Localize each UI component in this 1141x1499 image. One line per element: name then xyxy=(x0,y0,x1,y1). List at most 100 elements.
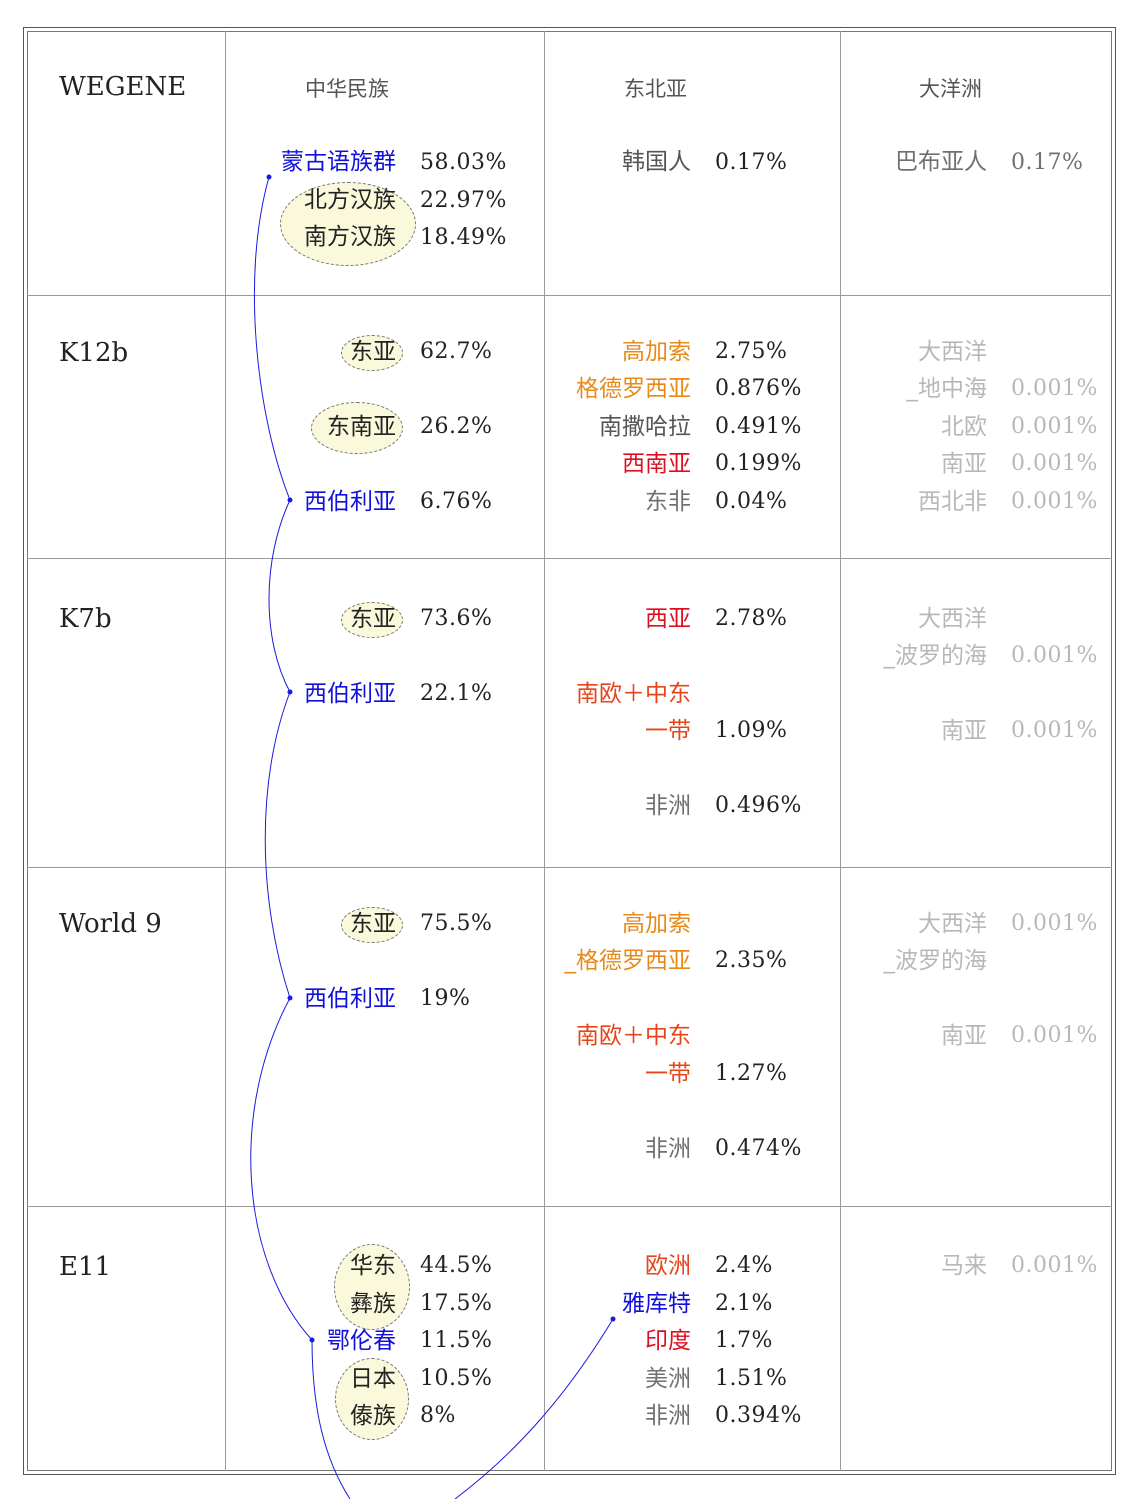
connector-dot xyxy=(266,174,272,180)
ancestry-value: 2.1% xyxy=(715,1291,773,1316)
highlight-bubble xyxy=(341,907,403,943)
ancestry-value: 0.001% xyxy=(1011,451,1098,476)
connector-curve xyxy=(454,1318,614,1499)
ancestry-value: 0.394% xyxy=(715,1403,802,1428)
row-header-wegene: WEGENE xyxy=(59,72,187,102)
ancestry-label: 傣族 xyxy=(350,1403,396,1429)
ancestry-label: 印度 xyxy=(645,1328,691,1354)
ancestry-value: 1.27% xyxy=(715,1061,788,1086)
ancestry-value: 0.001% xyxy=(1011,376,1098,401)
ancestry-value: 0.001% xyxy=(1011,911,1098,936)
ancestry-label: 西亚 xyxy=(645,606,691,632)
ancestry-value: 58.03% xyxy=(420,150,507,175)
row-header-k12b: K12b xyxy=(59,338,129,368)
ancestry-value: 1.51% xyxy=(715,1366,788,1391)
ancestry-value: 22.1% xyxy=(420,681,493,706)
ancestry-label: 西伯利亚 xyxy=(304,986,396,1012)
row-header-k7b: K7b xyxy=(59,604,112,634)
table-outer-border xyxy=(23,27,1116,1475)
ancestry-value: 0.001% xyxy=(1011,1253,1098,1278)
ancestry-label: 马来 xyxy=(941,1253,987,1279)
ancestry-label: 南亚 xyxy=(941,718,987,744)
connector-curve xyxy=(268,499,291,693)
ancestry-value: 6.76% xyxy=(420,489,493,514)
column-divider xyxy=(840,31,841,1471)
ancestry-label: 东亚 xyxy=(350,606,396,632)
ancestry-label: _地中海 xyxy=(906,376,988,402)
ancestry-value: 8% xyxy=(420,1403,456,1428)
ancestry-value: 75.5% xyxy=(420,911,493,936)
connector-curve xyxy=(253,176,291,501)
highlight-bubble xyxy=(341,602,403,638)
row-header-world9: World 9 xyxy=(59,909,162,939)
ancestry-label: 雅库特 xyxy=(622,1291,691,1317)
ancestry-label: 大西洋 xyxy=(918,339,987,365)
ancestry-label: 西南亚 xyxy=(622,451,691,477)
highlight-bubble xyxy=(335,1358,409,1440)
connector-dot xyxy=(287,689,293,695)
ancestry-label: 东南亚 xyxy=(327,414,396,440)
ancestry-value: 0.474% xyxy=(715,1136,802,1161)
ancestry-label: 东亚 xyxy=(350,339,396,365)
ancestry-label: 大西洋 xyxy=(918,911,987,937)
connector-curve xyxy=(311,1339,351,1499)
ancestry-label: 非洲 xyxy=(645,793,691,819)
ancestry-value: 10.5% xyxy=(420,1366,493,1391)
ancestry-label: 巴布亚人 xyxy=(895,149,987,175)
ancestry-value: 1.7% xyxy=(715,1328,773,1353)
connector-curve xyxy=(250,997,313,1341)
ancestry-label: 西北非 xyxy=(918,489,987,515)
ancestry-label: 非洲 xyxy=(645,1136,691,1162)
ancestry-label: 西伯利亚 xyxy=(304,681,396,707)
ancestry-label: 欧洲 xyxy=(645,1253,691,1279)
ancestry-value: 62.7% xyxy=(420,339,493,364)
row-divider xyxy=(27,295,1112,296)
column-divider xyxy=(225,31,226,1471)
ancestry-value: 11.5% xyxy=(420,1328,493,1353)
ancestry-value: 0.496% xyxy=(715,793,802,818)
ancestry-label: 格德罗西亚 xyxy=(576,376,691,402)
ancestry-value: 0.17% xyxy=(1011,150,1084,175)
ancestry-label: 南亚 xyxy=(941,1023,987,1049)
ancestry-value: 2.35% xyxy=(715,948,788,973)
ancestry-value: 0.001% xyxy=(1011,643,1098,668)
ancestry-label: 鄂伦春 xyxy=(327,1328,396,1354)
connector-dot xyxy=(287,497,293,503)
ancestry-value: 19% xyxy=(420,986,471,1011)
ancestry-label: 东亚 xyxy=(350,911,396,937)
ancestry-value: 0.876% xyxy=(715,376,802,401)
ancestry-value: 17.5% xyxy=(420,1291,493,1316)
table-inner-border xyxy=(27,31,1112,1471)
column-divider xyxy=(544,31,545,1471)
ancestry-label: 日本 xyxy=(350,1366,396,1392)
connector-dot xyxy=(610,1316,616,1322)
connector-dot xyxy=(309,1337,315,1343)
connector-dot xyxy=(287,995,293,1001)
ancestry-value: 0.491% xyxy=(715,414,802,439)
highlight-bubble xyxy=(341,335,403,371)
row-divider xyxy=(27,867,1112,868)
ancestry-label: 彝族 xyxy=(350,1291,396,1317)
ancestry-label: 北欧 xyxy=(941,414,987,440)
ancestry-value: 0.04% xyxy=(715,489,788,514)
ancestry-value: 0.001% xyxy=(1011,489,1098,514)
ancestry-label: 华东 xyxy=(350,1253,396,1279)
ancestry-value: 0.199% xyxy=(715,451,802,476)
ancestry-label: 南欧＋中东 xyxy=(576,1023,691,1049)
ancestry-label: 北方汉族 xyxy=(304,187,396,213)
ancestry-label: 非洲 xyxy=(645,1403,691,1429)
row-divider xyxy=(27,1206,1112,1207)
ancestry-label: 南欧＋中东 xyxy=(576,681,691,707)
ancestry-label: _波罗的海 xyxy=(883,948,988,974)
column-header-oceania: 大洋洲 xyxy=(919,77,982,101)
ancestry-label: 一带 xyxy=(645,718,691,744)
ancestry-value: 2.4% xyxy=(715,1253,773,1278)
ancestry-label: 东非 xyxy=(645,489,691,515)
ancestry-value: 2.75% xyxy=(715,339,788,364)
column-header-chinese: 中华民族 xyxy=(305,77,389,101)
ancestry-label: 南亚 xyxy=(941,451,987,477)
ancestry-value: 2.78% xyxy=(715,606,788,631)
ancestry-value: 44.5% xyxy=(420,1253,493,1278)
connector-curve xyxy=(264,691,291,999)
